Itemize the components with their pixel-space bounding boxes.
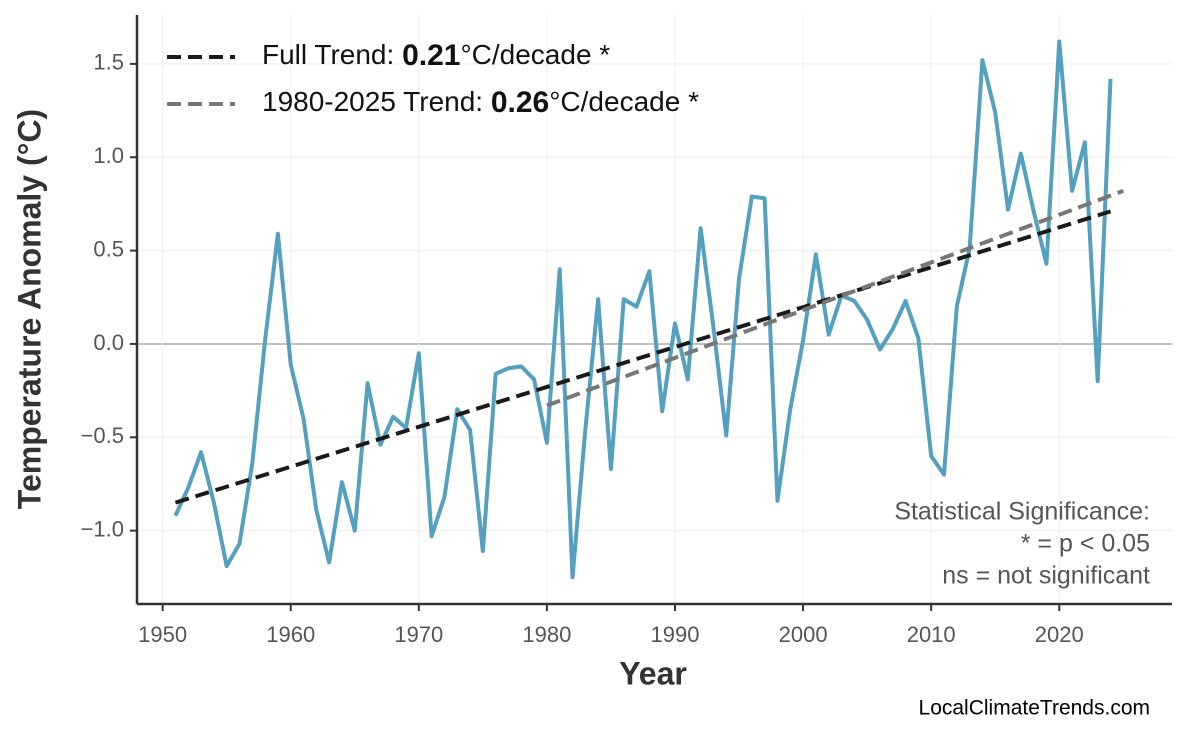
y-tick-label: 0.0	[93, 330, 124, 355]
source: LocalClimateTrends.com	[919, 697, 1150, 720]
data-line	[173, 39, 1113, 580]
annotation: Statistical Significance:	[894, 498, 1150, 526]
legend-entry-part: °C/decade *	[549, 86, 699, 117]
legend-entry: Full Trend: 0.21°C/decade *	[262, 39, 610, 72]
y-tick-label: 1.0	[93, 143, 124, 168]
annotation: * = p < 0.05	[1021, 530, 1150, 558]
x-tick-label: 2020	[1035, 622, 1084, 647]
trend-line	[174, 209, 1112, 505]
annotation: ns = not significant	[942, 562, 1150, 590]
y-tick-label: 0.5	[93, 236, 124, 261]
legend-entry: 1980-2025 Trend: 0.26°C/decade *	[262, 86, 699, 119]
y-axis-label: Temperature Anomaly (°C)	[11, 109, 47, 509]
legend-entry-part: Full Trend:	[262, 39, 402, 70]
trend-line	[546, 188, 1125, 408]
x-axis-label: Year	[619, 655, 687, 691]
y-tick-label: −0.5	[81, 423, 124, 448]
y-tick-label: −1.0	[81, 516, 124, 541]
y-tick-label: 1.5	[93, 50, 124, 75]
x-tick-label: 2010	[907, 622, 956, 647]
legend-entry-part: °C/decade *	[460, 39, 610, 70]
legend-entry-part: 0.21	[402, 39, 460, 72]
x-tick-label: 1970	[394, 622, 443, 647]
x-tick-label: 1950	[138, 622, 187, 647]
x-tick-label: 1980	[522, 622, 571, 647]
legend-entry-part: 1980-2025 Trend:	[262, 86, 491, 117]
x-tick-label: 1960	[266, 622, 315, 647]
x-tick-label: 1990	[651, 622, 700, 647]
x-tick-label: 2000	[779, 622, 828, 647]
legend-entry-part: 0.26	[491, 86, 549, 119]
